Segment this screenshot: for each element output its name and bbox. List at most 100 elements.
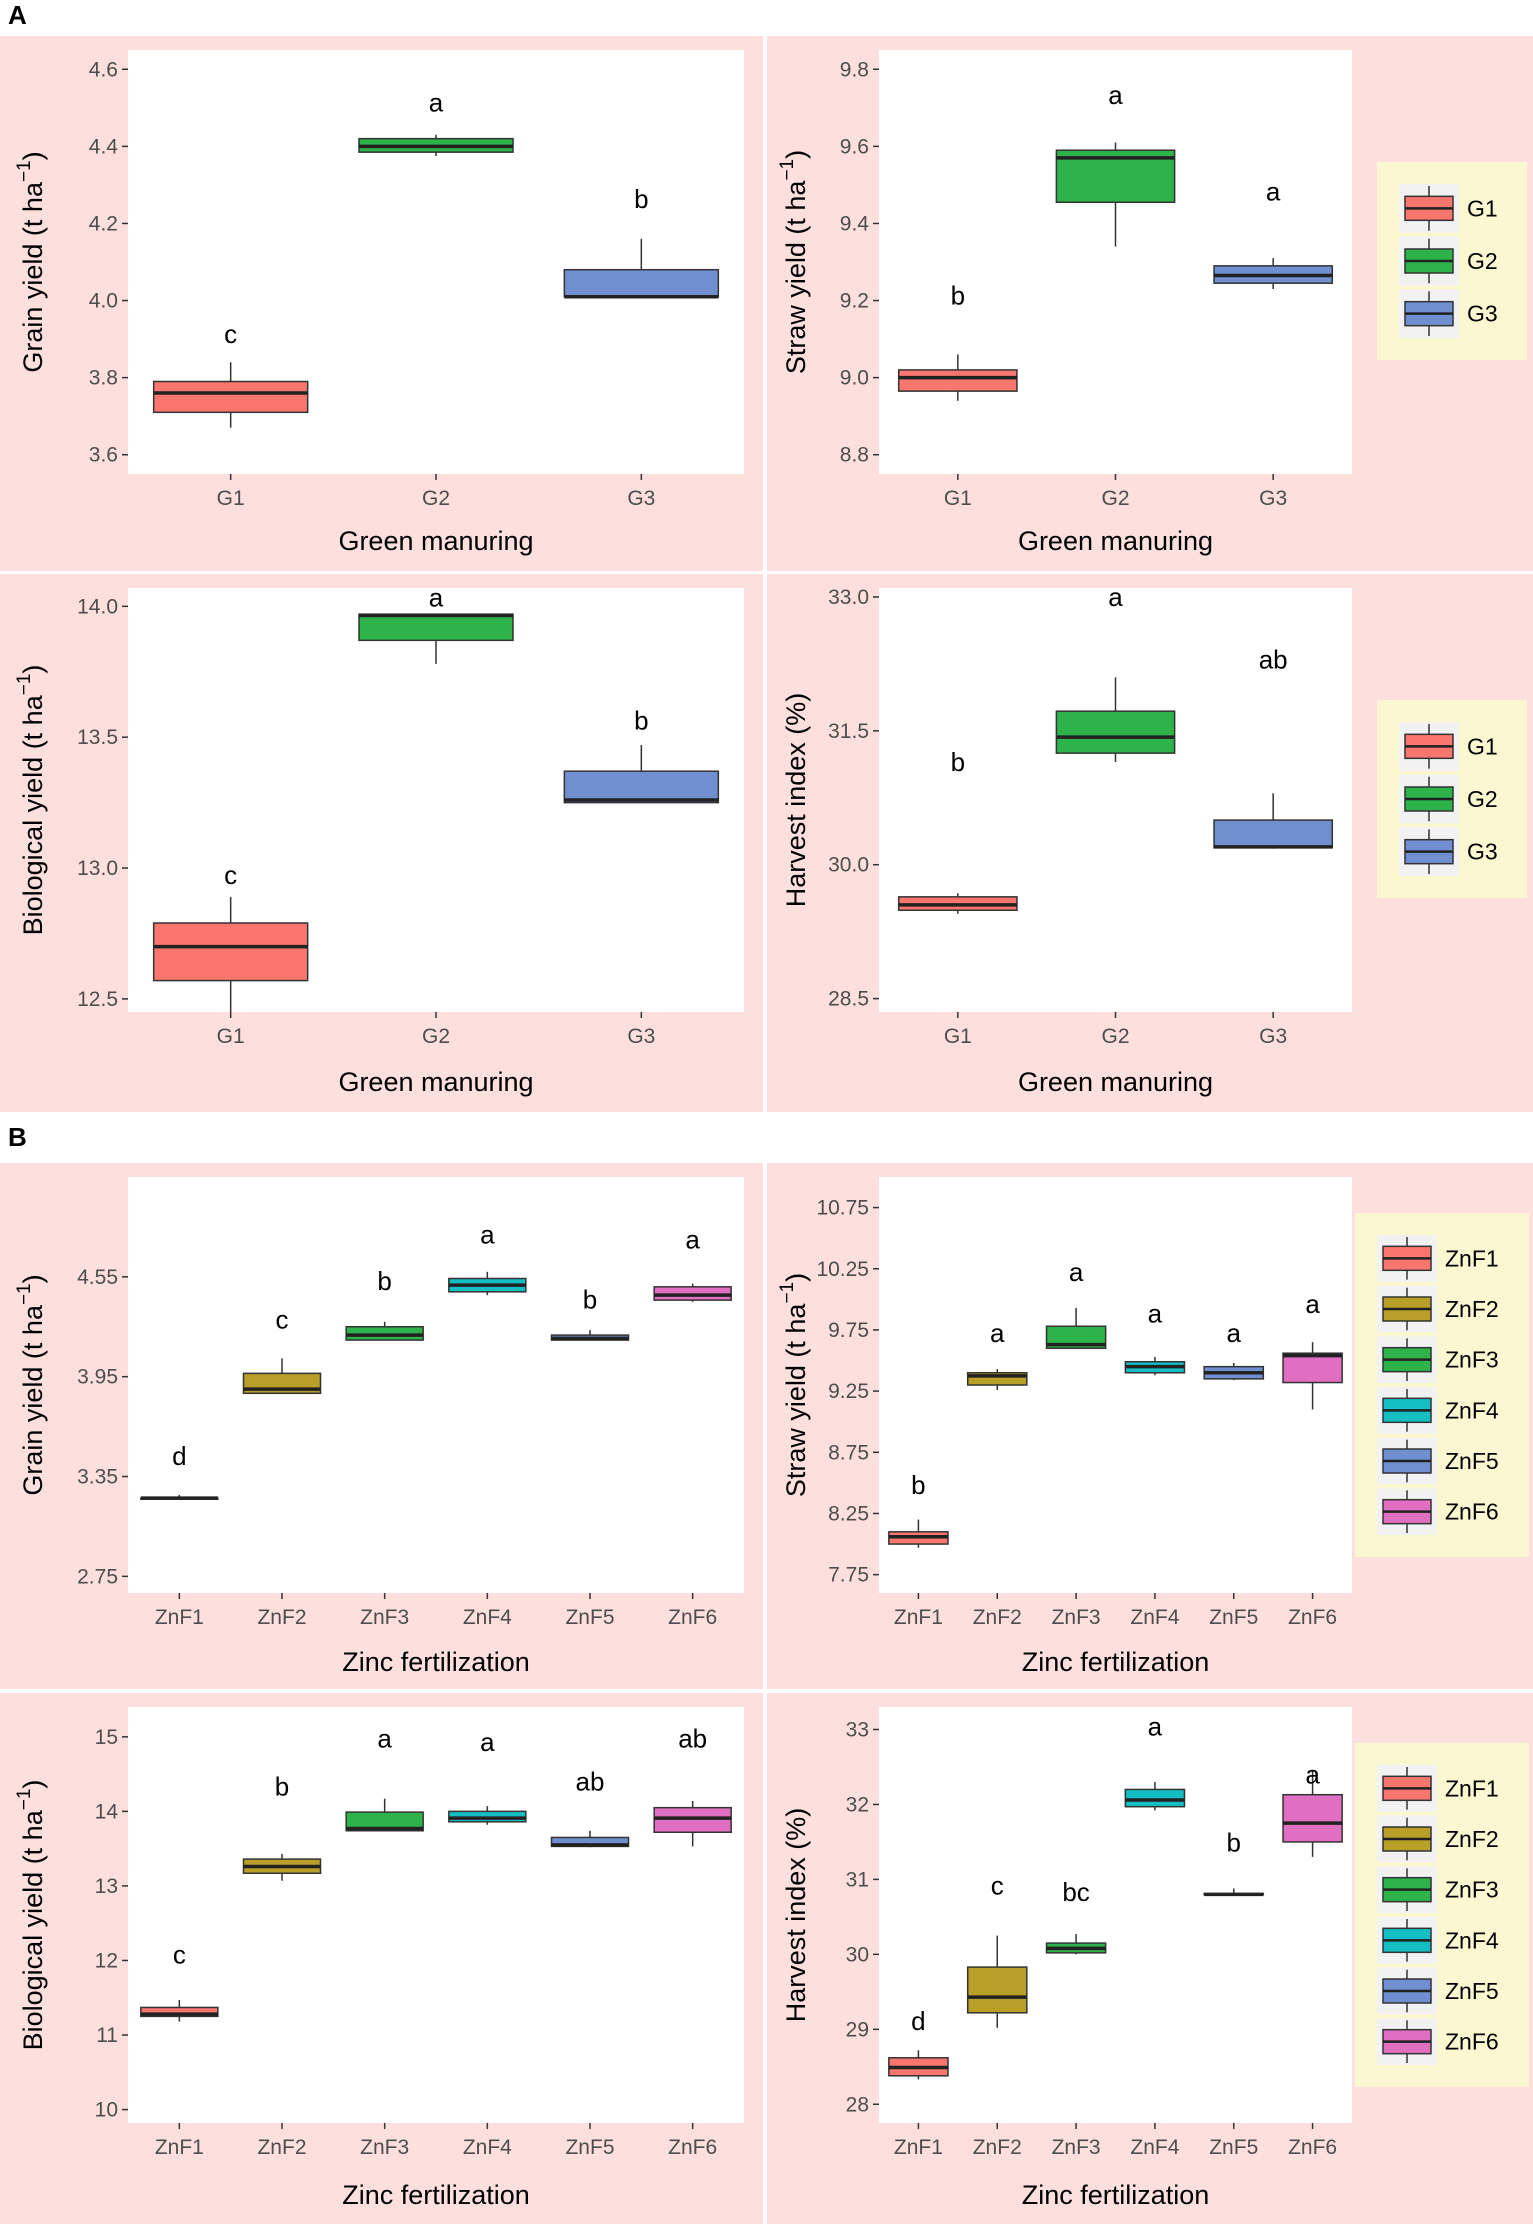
box-znf4: a (448, 1727, 527, 1825)
y-axis-title: Harvest index (%) (781, 693, 811, 908)
box-znf1: d (888, 2006, 949, 2080)
y-tick-label: 12.5 (77, 988, 118, 1011)
legend-label: ZnF5 (1445, 1448, 1499, 1474)
significance-letter: a (685, 1225, 700, 1255)
x-tick-label: ZnF2 (973, 2136, 1022, 2159)
x-tick-label: ZnF1 (894, 1606, 943, 1629)
x-tick-label: ZnF5 (565, 1606, 614, 1629)
significance-letter: bc (1062, 1877, 1089, 1907)
legend-label: ZnF2 (1445, 1296, 1499, 1322)
significance-letter: a (1108, 80, 1123, 110)
y-tick-label: 8.75 (828, 1441, 869, 1464)
panel-b-straw-yield: 7.75 8.25 8.75 9.25 9.75 10.25 10.75 ZnF1 ZnF2 Zn… (767, 1163, 1533, 1689)
x-tick-label: G1 (217, 487, 245, 510)
box-iqr (152, 380, 309, 414)
box-znf3: a (1045, 1257, 1107, 1350)
y-tick-label: 11 (96, 2024, 118, 2047)
box-iqr (152, 922, 309, 982)
significance-letter: b (275, 1772, 289, 1802)
x-tick-label: ZnF3 (360, 1606, 409, 1629)
box-iqr (653, 1806, 732, 1833)
y-tick-label: 8.8 (840, 444, 869, 467)
significance-letter: d (911, 2006, 925, 2036)
significance-letter: a (1148, 1299, 1163, 1329)
y-tick-label: 31.5 (828, 720, 869, 743)
chart-svg: 2.75 3.35 3.95 4.55 ZnF1 ZnF2 ZnF3 ZnF4 ZnF5 ZnF6… (14, 1177, 744, 1677)
legend-item-g2: G2 (1399, 774, 1498, 824)
y-tick-label: 4.4 (89, 135, 119, 158)
y-tick-label: 2.75 (77, 1565, 118, 1588)
x-tick-label: ZnF6 (668, 1606, 717, 1629)
significance-letter: c (173, 1939, 186, 1969)
box-znf6: a (653, 1225, 732, 1302)
box-znf2: a (966, 1318, 1028, 1390)
box-g3: ab (1213, 644, 1334, 849)
y-tick-label: 13 (95, 1875, 118, 1898)
box-znf5: b (1203, 1828, 1265, 1897)
y-axis-title: Biological yield (t ha−1) (14, 1780, 48, 2051)
x-tick-label: ZnF2 (973, 1606, 1022, 1629)
legend: ZnF1 ZnF2 ZnF3 ZnF4 ZnF5 ZnF6 (1355, 1743, 1529, 2087)
box-znf6: a (1282, 1759, 1343, 1857)
box-znf3: bc (1045, 1877, 1107, 1955)
legend-item-g1: G1 (1399, 722, 1498, 771)
y-tick-label: 14 (95, 1800, 119, 1823)
x-axis-title: Zinc fertilization (1022, 1647, 1210, 1677)
significance-letter: a (429, 582, 444, 612)
legend: G1 G2 G3 (1377, 162, 1527, 360)
x-tick-label: ZnF1 (894, 2136, 943, 2159)
x-axis-title: Zinc fertilization (1022, 2180, 1210, 2210)
significance-letter: a (1305, 1289, 1320, 1319)
box-g2: a (1055, 582, 1176, 763)
chart-svg: 3.6 3.8 4.0 4.2 4.4 4.6 G1 G2 G3 c a b Green manurin… (14, 50, 744, 556)
chart-svg: 12.5 13.0 13.5 14.0 G1 G2 G3 c a b Green manuring B… (14, 582, 744, 1097)
y-tick-label: 9.2 (840, 290, 869, 313)
significance-letter: b (951, 747, 965, 777)
y-tick-label: 31 (846, 1868, 869, 1891)
box-iqr (966, 1966, 1028, 2014)
legend-item-znf1: ZnF1 (1377, 1765, 1499, 1812)
legend-item-g1: G1 (1399, 184, 1498, 233)
legend-item-znf6: ZnF6 (1377, 2018, 1499, 2065)
legend-item-znf4: ZnF4 (1377, 1917, 1499, 1964)
significance-letter: c (224, 319, 237, 349)
significance-letter: b (583, 1284, 597, 1314)
x-axis-title: Green manuring (338, 526, 533, 556)
box-znf5: a (1203, 1318, 1265, 1381)
significance-letter: b (377, 1266, 391, 1296)
y-tick-label: 13.0 (77, 857, 118, 880)
y-tick-label: 10 (95, 2099, 118, 2122)
x-tick-label: ZnF3 (1052, 2136, 1101, 2159)
box-iqr (140, 2006, 219, 2018)
box-g1: b (897, 280, 1018, 401)
box-iqr (1055, 710, 1176, 754)
x-axis-title: Zinc fertilization (342, 1647, 530, 1677)
significance-letter: c (276, 1304, 289, 1334)
x-tick-label: ZnF6 (668, 2136, 717, 2159)
box-iqr (1124, 1788, 1186, 1808)
plot-area (879, 1707, 1352, 2123)
y-axis-title: Straw yield (t ha−1) (777, 150, 811, 374)
x-axis-title: Green manuring (1018, 526, 1213, 556)
legend: G1 G2 G3 (1377, 700, 1527, 898)
box-iqr (563, 770, 720, 804)
y-tick-label: 10.75 (816, 1197, 869, 1220)
chart-svg: 10 11 12 13 14 15 ZnF1 ZnF2 ZnF3 ZnF4 ZnF5 ZnF6 c b a a… (14, 1707, 744, 2210)
x-tick-label: ZnF2 (257, 1606, 306, 1629)
box-g1: c (152, 860, 309, 1012)
legend-label: G1 (1467, 195, 1498, 221)
y-tick-label: 3.95 (77, 1366, 118, 1389)
legend-label: G3 (1467, 301, 1498, 327)
legend-item-znf3: ZnF3 (1377, 1336, 1499, 1383)
y-tick-label: 29 (846, 2018, 869, 2041)
x-tick-label: G3 (1259, 1025, 1287, 1048)
box-iqr (897, 369, 1018, 392)
box-iqr (1045, 1325, 1107, 1350)
x-tick-label: G2 (1101, 487, 1129, 510)
panel-a-biological-yield: 12.5 13.0 13.5 14.0 G1 G2 G3 c a b Green manuring B… (0, 574, 763, 1112)
box-znf3: a (345, 1723, 424, 1832)
y-tick-label: 28 (846, 2093, 869, 2116)
x-tick-label: ZnF6 (1288, 2136, 1337, 2159)
x-tick-label: ZnF5 (1209, 1606, 1258, 1629)
